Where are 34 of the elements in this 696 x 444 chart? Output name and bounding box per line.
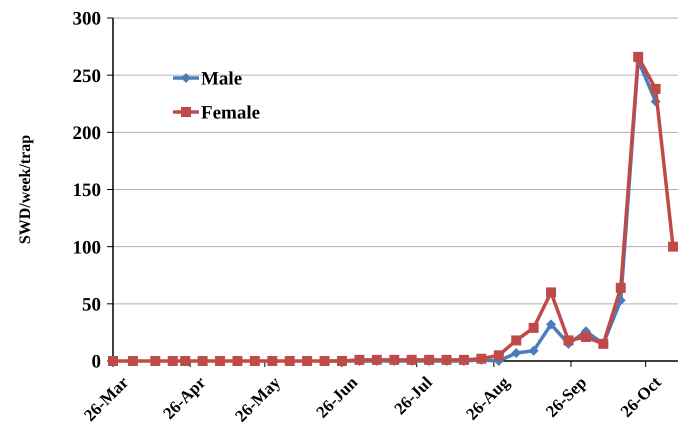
point <box>232 356 242 366</box>
point <box>168 356 178 366</box>
point <box>198 356 208 366</box>
point <box>302 356 312 366</box>
y-tick-label: 50 <box>82 294 101 316</box>
point <box>494 350 504 360</box>
point <box>580 332 591 342</box>
legend-label: Female <box>201 102 260 124</box>
y-tick-label: 250 <box>72 66 101 87</box>
point <box>267 356 278 366</box>
point <box>528 322 539 333</box>
point <box>528 346 539 356</box>
point <box>616 282 626 293</box>
point <box>511 335 522 346</box>
point <box>546 319 556 330</box>
point <box>150 356 160 366</box>
y-tick-label: 0 <box>92 352 101 373</box>
point <box>563 335 574 346</box>
y-tick-label: 150 <box>72 180 101 202</box>
point <box>511 348 522 358</box>
point <box>284 356 295 366</box>
y-tick-label: 200 <box>72 122 101 144</box>
point <box>128 356 138 366</box>
point <box>215 356 226 366</box>
point <box>546 287 556 298</box>
point <box>650 84 661 94</box>
point <box>250 356 260 366</box>
legend-label: Male <box>201 68 242 90</box>
point <box>668 242 678 252</box>
y-tick-label: 100 <box>72 237 101 258</box>
point <box>180 356 190 366</box>
y-axis-title: SWD/week/trap <box>17 134 34 244</box>
point <box>633 52 644 62</box>
y-tick-label: 300 <box>72 8 101 30</box>
